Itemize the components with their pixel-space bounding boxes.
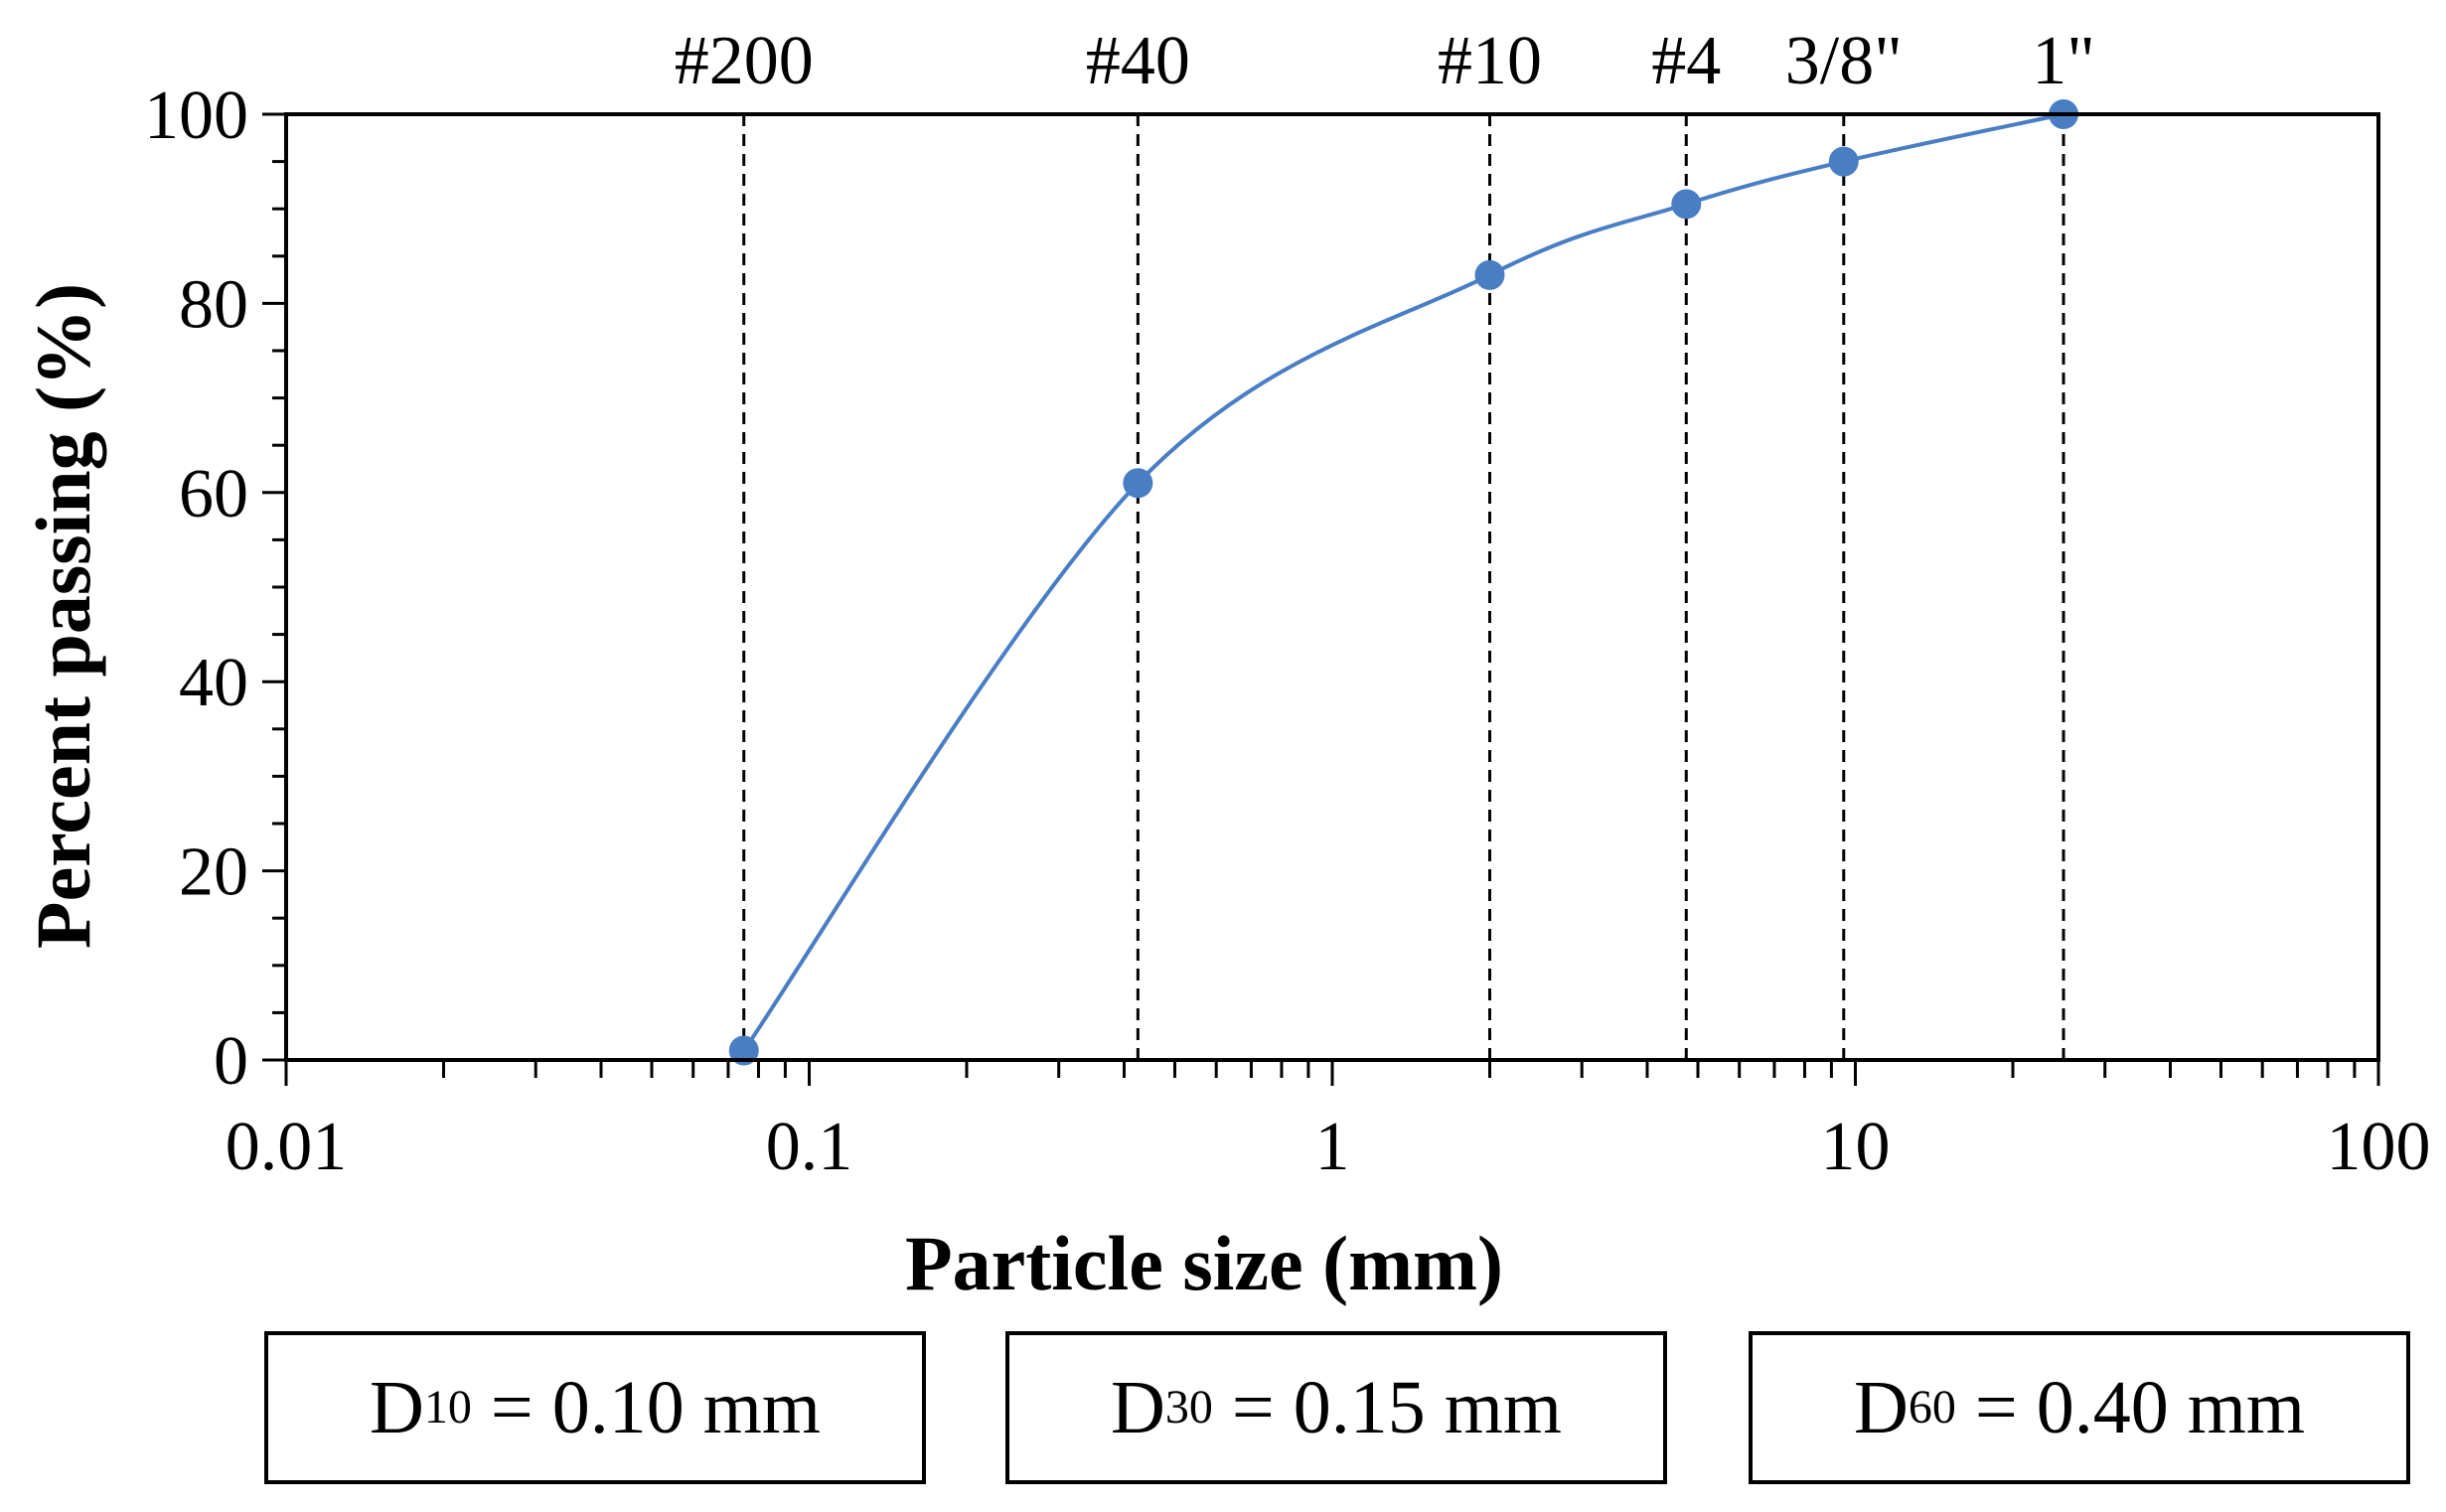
- data-point: [1671, 189, 1702, 220]
- series-layer: [728, 99, 2079, 1066]
- d30-value: = 0.15 mm: [1212, 1365, 1562, 1449]
- sieve-label: 1": [2032, 23, 2095, 99]
- y-tick-label: 60: [179, 456, 248, 532]
- sieve-lines: [742, 114, 2065, 1060]
- d60-value: = 0.40 mm: [1955, 1365, 2305, 1449]
- d30-symbol: D: [1111, 1365, 1165, 1449]
- sieve-labels: #200 #40 #10 #4 3/8" 1": [675, 23, 2095, 99]
- d30-box: D 30 = 0.15 mm: [1005, 1331, 1667, 1484]
- data-point: [1123, 468, 1153, 499]
- y-tick-label: 20: [179, 834, 248, 911]
- sieve-label: #10: [1438, 23, 1542, 99]
- y-axis-title: Percent passing (%): [20, 283, 106, 949]
- x-tick-label: 10: [1821, 1109, 1891, 1185]
- x-tick-label: 0.01: [226, 1109, 348, 1185]
- d60-box: D 60 = 0.40 mm: [1749, 1331, 2410, 1484]
- sieve-label: #40: [1086, 23, 1190, 99]
- x-axis-title: Particle size (mm): [905, 1220, 1503, 1306]
- d60-symbol: D: [1854, 1365, 1909, 1449]
- x-tick-label: 0.1: [766, 1109, 853, 1185]
- y-axis-ticks: 0 20 40 60 80 100: [144, 77, 286, 1100]
- y-tick-label: 100: [144, 77, 248, 154]
- data-point: [1828, 146, 1859, 177]
- sieve-label: #4: [1651, 23, 1721, 99]
- sieve-label: 3/8": [1785, 23, 1903, 99]
- series-line: [742, 112, 2064, 1052]
- x-axis-ticks: 0.01 0.1 1 10 100: [226, 1060, 2431, 1185]
- data-point: [1474, 259, 1505, 290]
- d10-box: D 10 = 0.10 mm: [264, 1331, 926, 1484]
- y-tick-label: 40: [179, 645, 248, 721]
- d10-value: = 0.10 mm: [471, 1365, 821, 1449]
- x-tick-label: 100: [2327, 1109, 2431, 1185]
- y-tick-label: 80: [179, 266, 248, 343]
- y-tick-label: 0: [214, 1023, 248, 1100]
- data-point: [728, 1035, 759, 1066]
- x-tick-label: 1: [1315, 1109, 1350, 1185]
- sieve-label: #200: [675, 23, 814, 99]
- d10-symbol: D: [370, 1365, 424, 1449]
